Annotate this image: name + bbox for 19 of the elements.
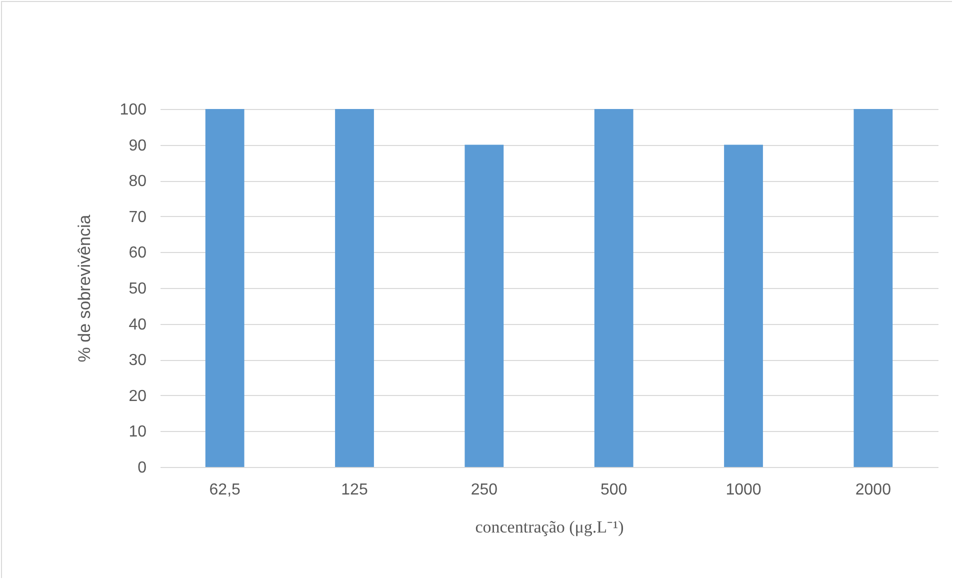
x-axis-title: concentração (μg.L⁻¹) xyxy=(475,518,624,536)
y-axis-title: % de sobrevivência xyxy=(74,214,94,362)
y-tick-label: 70 xyxy=(128,208,147,226)
y-tick-label: 20 xyxy=(128,388,147,405)
y-tick-label: 40 xyxy=(128,316,147,334)
y-tick-label: 60 xyxy=(128,244,147,262)
y-tick-label: 10 xyxy=(128,424,147,441)
y-tick-label: 80 xyxy=(128,173,147,190)
y-tick-label: 30 xyxy=(128,352,147,370)
x-tick-label: 250 xyxy=(470,482,498,498)
y-tick-label: 50 xyxy=(128,280,147,298)
x-tick-label: 62,5 xyxy=(209,482,241,498)
y-tick-label: 0 xyxy=(138,460,147,476)
x-tick-label: 500 xyxy=(600,482,628,498)
x-tick-label: 1000 xyxy=(726,482,762,498)
y-tick-label: 90 xyxy=(128,137,147,154)
y-tick-label: 100 xyxy=(120,102,147,118)
x-tick-label: 125 xyxy=(341,482,368,498)
x-tick-label: 2000 xyxy=(855,482,892,498)
